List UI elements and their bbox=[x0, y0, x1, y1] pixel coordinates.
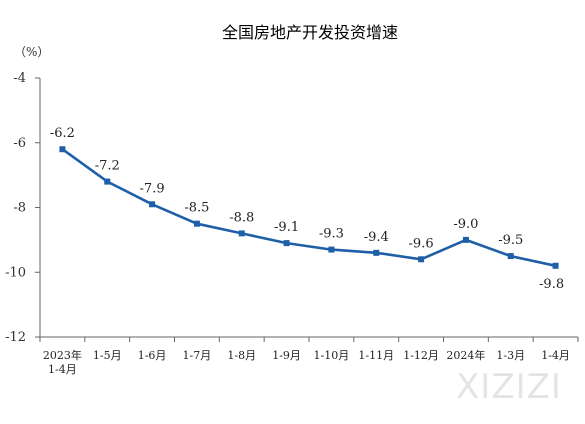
x-tick-label: 1-4月 bbox=[541, 349, 570, 362]
x-tick-label: 1-11月 bbox=[358, 349, 394, 362]
data-point bbox=[552, 262, 559, 269]
data-point bbox=[507, 253, 514, 260]
data-label: -9.5 bbox=[498, 233, 523, 248]
data-label: -6.2 bbox=[50, 126, 75, 141]
data-point bbox=[238, 230, 245, 237]
x-tick-label: 1-5月 bbox=[93, 349, 122, 362]
y-tick-label: -10 bbox=[5, 265, 26, 280]
y-tick-label: -4 bbox=[13, 71, 26, 86]
data-label: -9.1 bbox=[274, 220, 299, 235]
data-label: -8.8 bbox=[229, 210, 254, 225]
data-label: -8.5 bbox=[184, 201, 209, 216]
x-tick-label: 1-3月 bbox=[496, 349, 525, 362]
data-labels: -6.2 -7.2 -7.9 -8.5 -8.8 -9.1 -9.3 -9.4 -9.6 -9.0… bbox=[50, 126, 564, 292]
watermark: XIZIZI bbox=[456, 367, 562, 407]
data-point bbox=[59, 146, 66, 153]
y-tick-label: -8 bbox=[13, 201, 26, 216]
y-unit-label: （%） bbox=[14, 45, 49, 59]
data-label: -9.4 bbox=[364, 230, 389, 245]
y-tick-label: -12 bbox=[5, 330, 26, 345]
x-tick-label: 1-10月 bbox=[314, 349, 350, 362]
data-label: -7.2 bbox=[95, 159, 120, 174]
x-tick-label: 1-12月 bbox=[403, 349, 439, 362]
y-tick-labels: -4 -6 -8 -10 -12 bbox=[5, 71, 26, 345]
data-label: -7.9 bbox=[140, 181, 165, 196]
data-point bbox=[373, 249, 380, 256]
data-point bbox=[462, 236, 469, 243]
x-tick-label: 1-8月 bbox=[227, 349, 256, 362]
series-line-path bbox=[61, 148, 556, 268]
x-tick-label: 1-6月 bbox=[138, 349, 167, 362]
data-label: -9.8 bbox=[539, 277, 564, 292]
data-point bbox=[193, 220, 200, 227]
data-label: -9.6 bbox=[409, 236, 434, 251]
data-point bbox=[283, 240, 290, 247]
x-tick-label: 1-7月 bbox=[183, 349, 212, 362]
chart-title: 全国房地产开发投资增速 bbox=[222, 23, 398, 42]
data-point bbox=[328, 246, 335, 253]
y-tick-label: -6 bbox=[13, 136, 26, 151]
data-point bbox=[104, 178, 111, 185]
x-tick-label: 2024年 bbox=[446, 348, 485, 362]
data-points bbox=[59, 146, 559, 269]
x-tick-label: 1-9月 bbox=[272, 349, 301, 362]
axes bbox=[35, 77, 579, 342]
data-point bbox=[418, 256, 425, 263]
data-label: -9.3 bbox=[319, 227, 344, 242]
x-tick-label: 2023年 bbox=[43, 348, 82, 362]
data-point bbox=[149, 201, 156, 208]
series-line bbox=[61, 148, 556, 268]
x-tick-label: 1-4月 bbox=[48, 363, 77, 376]
data-label: -9.0 bbox=[453, 217, 478, 232]
